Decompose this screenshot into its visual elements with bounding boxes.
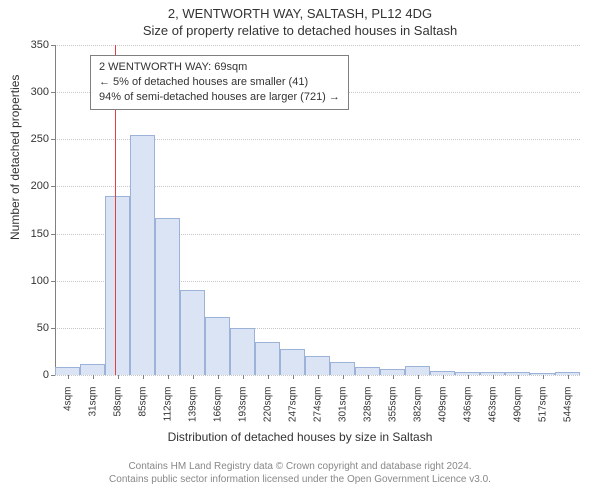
xtick-label: 4sqm (62, 387, 73, 411)
histogram-bar (105, 196, 130, 375)
xtick-label: 382sqm (412, 387, 423, 423)
xtick-label: 31sqm (87, 387, 98, 417)
grid-line (55, 45, 580, 46)
xtick-mark (68, 375, 69, 379)
xtick-mark (493, 375, 494, 379)
xtick-mark (243, 375, 244, 379)
xtick-mark (543, 375, 544, 379)
xtick-mark (568, 375, 569, 379)
xtick-label: 220sqm (262, 387, 273, 423)
xtick-label: 58sqm (112, 387, 123, 417)
histogram-bar (130, 135, 155, 375)
xtick-mark (193, 375, 194, 379)
y-axis-line (55, 45, 56, 375)
ytick-label: 0 (43, 369, 55, 381)
histogram-bar (80, 364, 105, 375)
xtick-label: 301sqm (337, 387, 348, 423)
xtick-mark (218, 375, 219, 379)
annotation-line: 94% of semi-detached houses are larger (… (99, 90, 340, 105)
xtick-label: 463sqm (487, 387, 498, 423)
xtick-mark (468, 375, 469, 379)
histogram-bar (180, 290, 205, 375)
histogram-bar (205, 317, 230, 375)
chart-title-line2: Size of property relative to detached ho… (0, 21, 600, 38)
histogram-bar (355, 367, 380, 375)
xtick-label: 274sqm (312, 387, 323, 423)
xtick-label: 139sqm (187, 387, 198, 423)
ytick-label: 250 (31, 133, 55, 145)
xtick-mark (343, 375, 344, 379)
ytick-label: 150 (31, 228, 55, 240)
xtick-mark (293, 375, 294, 379)
xtick-mark (518, 375, 519, 379)
xtick-mark (118, 375, 119, 379)
xtick-mark (168, 375, 169, 379)
histogram-bar (155, 218, 180, 375)
xtick-label: 112sqm (162, 387, 173, 422)
footer-line-2: Contains public sector information licen… (0, 473, 600, 486)
annotation-box: 2 WENTWORTH WAY: 69sqm← 5% of detached h… (90, 55, 349, 110)
histogram-bar (255, 342, 280, 375)
xtick-label: 517sqm (537, 387, 548, 423)
annotation-line: ← 5% of detached houses are smaller (41) (99, 75, 340, 90)
xtick-label: 409sqm (437, 387, 448, 423)
histogram-bar (305, 356, 330, 375)
chart-title-line1: 2, WENTWORTH WAY, SALTASH, PL12 4DG (0, 0, 600, 21)
chart-footer: Contains HM Land Registry data © Crown c… (0, 460, 600, 486)
y-axis-label: Number of detached properties (8, 75, 22, 240)
histogram-bar (55, 367, 80, 375)
xtick-mark (368, 375, 369, 379)
xtick-mark (418, 375, 419, 379)
ytick-label: 300 (31, 86, 55, 98)
xtick-label: 355sqm (387, 387, 398, 423)
xtick-mark (93, 375, 94, 379)
plot-area: 0501001502002503003504sqm31sqm58sqm85sqm… (55, 45, 580, 375)
xtick-label: 85sqm (137, 387, 148, 417)
xtick-label: 436sqm (462, 387, 473, 423)
histogram-bar (330, 362, 355, 375)
xtick-label: 544sqm (562, 387, 573, 423)
xtick-mark (143, 375, 144, 379)
xtick-label: 193sqm (237, 387, 248, 423)
annotation-line: 2 WENTWORTH WAY: 69sqm (99, 60, 340, 75)
ytick-label: 200 (31, 180, 55, 192)
ytick-label: 100 (31, 275, 55, 287)
xtick-mark (443, 375, 444, 379)
xtick-mark (268, 375, 269, 379)
xtick-mark (318, 375, 319, 379)
ytick-label: 350 (31, 39, 55, 51)
xtick-label: 247sqm (287, 387, 298, 423)
xtick-label: 328sqm (362, 387, 373, 423)
xtick-label: 166sqm (212, 387, 223, 423)
histogram-bar (230, 328, 255, 375)
x-axis-label: Distribution of detached houses by size … (0, 430, 600, 444)
ytick-label: 50 (37, 322, 55, 334)
xtick-mark (393, 375, 394, 379)
xtick-label: 490sqm (512, 387, 523, 423)
footer-line-1: Contains HM Land Registry data © Crown c… (0, 460, 600, 473)
histogram-bar (405, 366, 430, 375)
histogram-bar (280, 349, 305, 375)
